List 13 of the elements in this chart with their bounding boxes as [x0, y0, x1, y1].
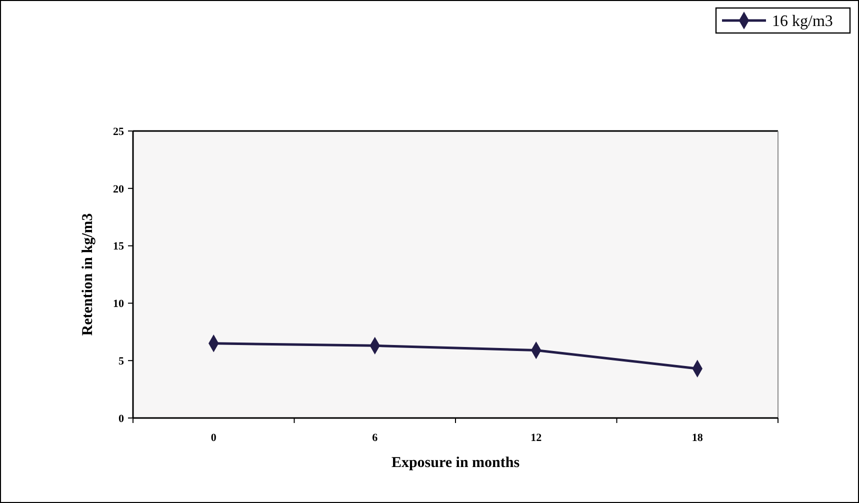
- y-axis-title: Retention in kg/m3: [80, 213, 96, 336]
- y-tick-label: 25: [113, 126, 124, 138]
- y-tick-label: 10: [113, 298, 124, 310]
- x-tick-label: 12: [530, 432, 542, 444]
- x-tick-label: 18: [692, 432, 704, 444]
- y-tick-label: 0: [118, 412, 124, 425]
- y-tick-label: 20: [113, 183, 124, 196]
- y-tick-label: 15: [113, 240, 124, 253]
- x-tick-label: 6: [372, 432, 378, 444]
- x-axis-title: Exposure in months: [391, 455, 520, 471]
- x-tick-label: 0: [210, 432, 217, 444]
- legend-label: 16 kg/m3: [772, 13, 833, 30]
- y-tick-label: 5: [118, 355, 124, 368]
